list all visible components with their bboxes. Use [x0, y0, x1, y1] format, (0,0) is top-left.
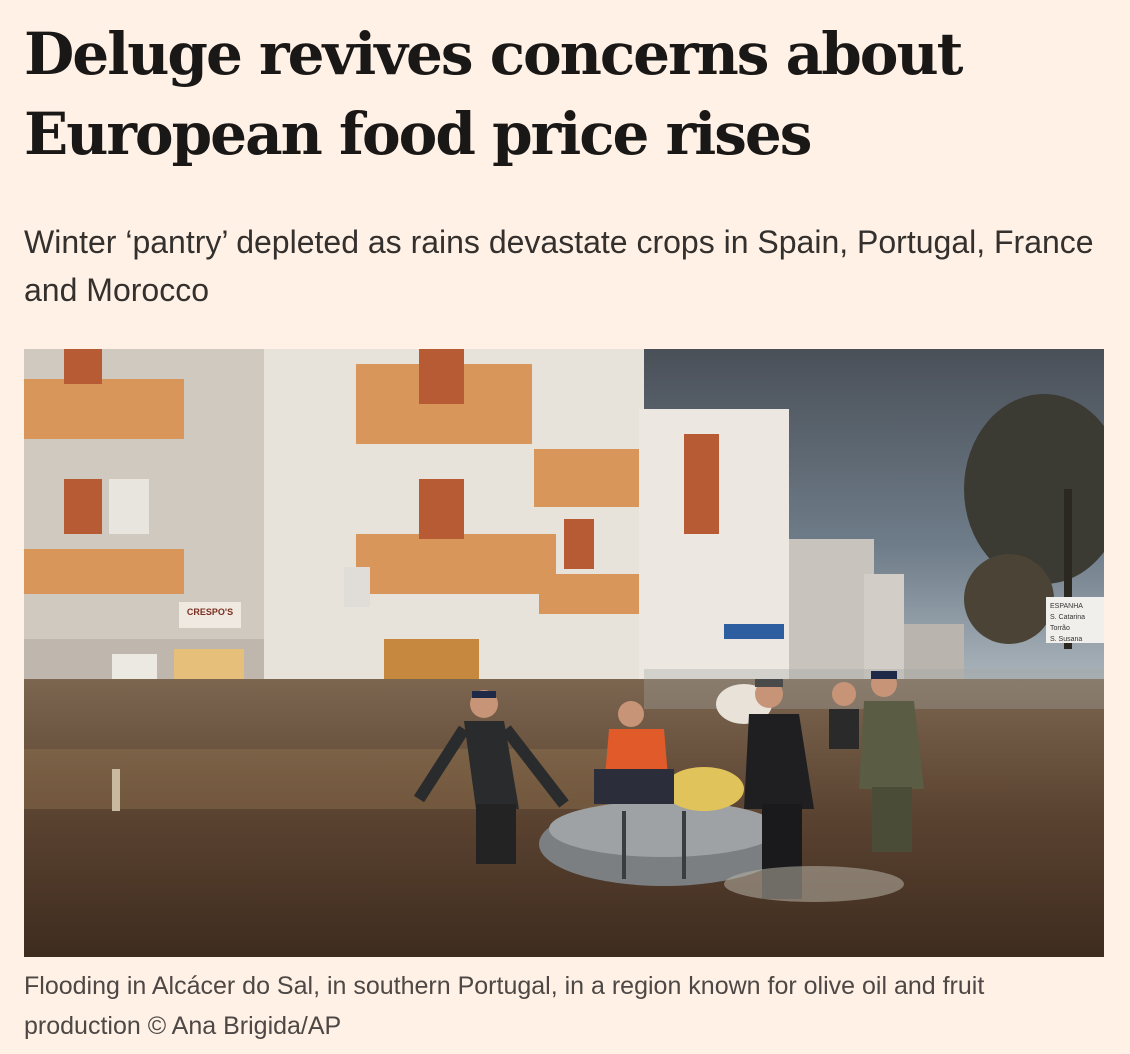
- road-sign-line-4: S. Susana: [1050, 636, 1082, 643]
- road-sign-line-1: ESPANHA: [1050, 603, 1083, 610]
- headline: Deluge revives concerns about European f…: [24, 20, 963, 168]
- shop-sign: CRESPO'S: [187, 607, 233, 617]
- main-image: CRESPO'S ESPANHA: [24, 349, 1104, 957]
- standfirst: Winter ‘pantry’ depleted as rains devast…: [24, 224, 1094, 308]
- road-sign-line-3: Torrão: [1050, 625, 1070, 632]
- flood-photo: CRESPO'S ESPANHA: [24, 349, 1104, 957]
- image-caption: Flooding in Alcácer do Sal, in southern …: [24, 972, 985, 1040]
- article: Deluge revives concerns about European f…: [24, 14, 1106, 1040]
- road-sign-line-2: S. Catarina: [1050, 614, 1085, 621]
